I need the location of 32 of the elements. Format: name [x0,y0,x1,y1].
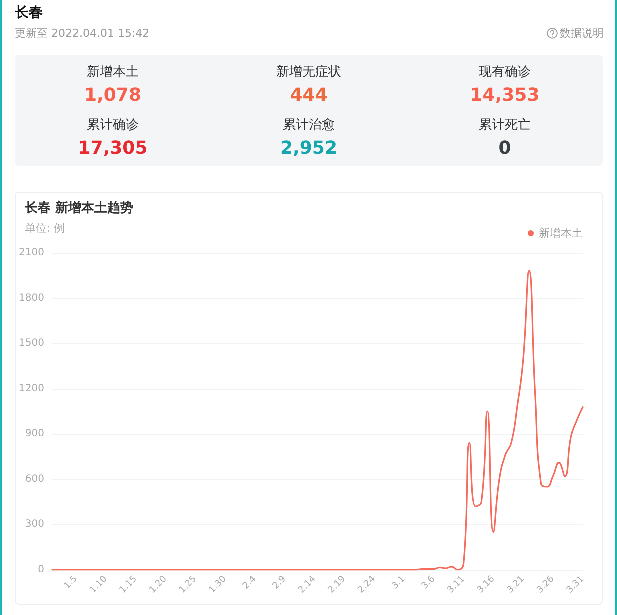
y-tick-label: 900 [25,428,44,440]
text: 0 [498,138,512,160]
text: 444 [289,85,329,107]
text: 新增无症状 [276,65,342,81]
chart-title: 长春 新增本土趋势 [24,200,134,216]
text: 1,078 [84,85,142,107]
y-tick-label: 600 [25,474,44,485]
x-tick-label: 2.9 [271,574,289,592]
y-tick-label: 2100 [18,248,44,258]
y-tick-label: 0 [38,564,44,576]
y-tick-label: 300 [25,519,44,530]
text: 2,952 [280,138,338,160]
line-series [52,270,584,571]
x-tick-label: 2.4 [241,574,259,592]
text: 数据说明 [560,26,604,41]
text: 新增本土 [86,65,140,81]
text: 现有确诊 [478,65,532,81]
y-tick-label: 1200 [18,383,44,394]
y-axis-title: 单位: 例 [25,222,66,235]
text: 长春 [15,4,43,22]
y-tick-label: 1800 [18,292,44,304]
legend-label: 新增本土 [539,227,583,240]
text: 更新至 2022.04.01 15:42 [15,26,150,41]
x-tick-label: 3.6 [420,574,438,592]
y-tick-label: 1500 [18,338,44,350]
x-tick-label: 3.1 [390,574,408,592]
text: 17,305 [77,138,149,160]
text: 累计治愈 [282,118,336,134]
x-tick-label: 1.5 [62,574,80,592]
text: 14,353 [469,85,541,107]
text: 累计死亡 [478,118,532,134]
text: 累计确诊 [86,118,140,134]
